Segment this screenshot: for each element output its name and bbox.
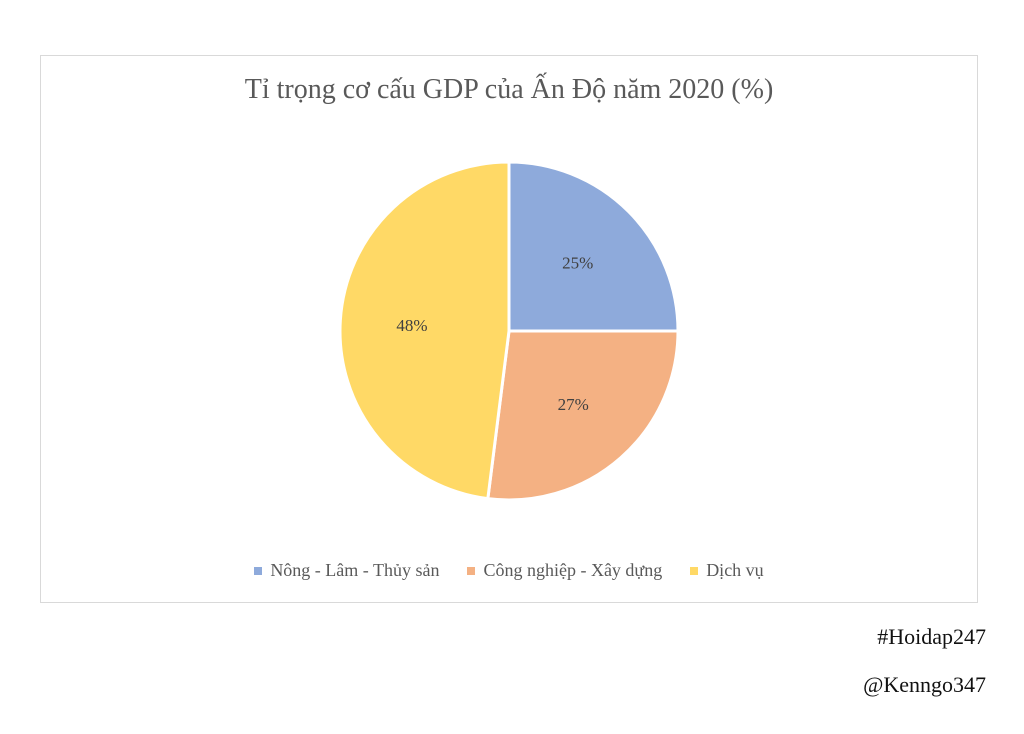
legend-label: Công nghiệp - Xây dựng [483, 560, 663, 580]
legend-item-2: Công nghiệp - Xây dựng [467, 560, 662, 581]
legend-label: Dịch vụ [706, 560, 764, 580]
chart-title: Tỉ trọng cơ cấu GDP của Ấn Độ năm 2020 (… [244, 74, 774, 105]
chart-frame: Tỉ trọng cơ cấu GDP của Ấn Độ năm 2020 (… [40, 55, 978, 603]
chart-legend: Nông - Lâm - Thủy sản Công nghiệp - Xây d… [41, 560, 977, 581]
pie-data-label-2: 27% [558, 395, 589, 414]
hashtag-watermark: #Hoidap247 [877, 624, 986, 649]
pie-slice-1 [507, 160, 680, 333]
legend-item-3: Dịch vụ [690, 560, 764, 581]
legend-label: Nông - Lâm - Thủy sản [270, 560, 440, 580]
legend-item-1: Nông - Lâm - Thủy sản [254, 560, 439, 581]
pie-slice-3 [338, 160, 511, 501]
pie-chart: 25% 27% 48% [338, 160, 680, 502]
legend-swatch [690, 566, 699, 575]
legend-swatch [467, 566, 476, 575]
pie-data-label-3: 48% [396, 316, 427, 335]
pie-data-label-1: 25% [562, 253, 593, 272]
pie-slice-2 [486, 329, 680, 502]
legend-swatch [254, 566, 263, 575]
author-watermark: @Kenngo347 [863, 672, 986, 697]
